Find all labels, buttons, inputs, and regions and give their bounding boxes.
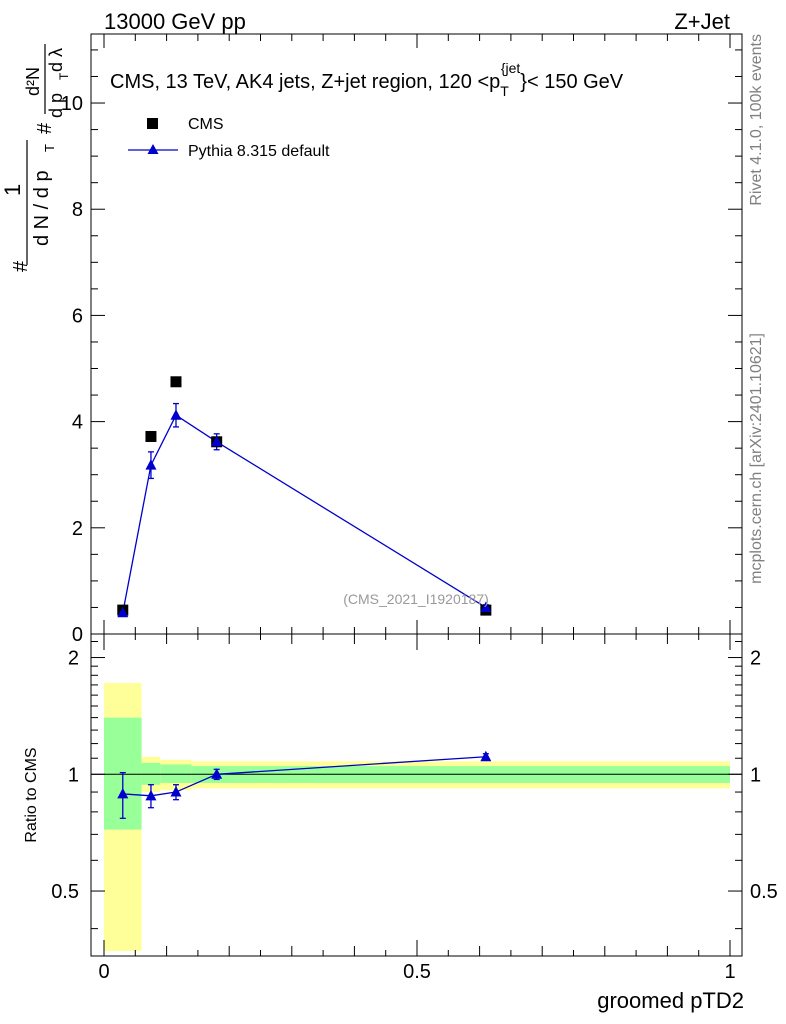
ratio-mc-point xyxy=(145,789,157,801)
ratio-mc-point xyxy=(170,786,182,797)
mc-data-point xyxy=(145,459,157,470)
ratio-ytick-label-left: 0.5 xyxy=(51,881,79,903)
main-ytick-label: 8 xyxy=(72,199,83,221)
ratio-mc-point xyxy=(117,787,129,799)
mc-series-line xyxy=(122,414,487,613)
ylabel-one: 1 xyxy=(0,184,25,196)
title-sub: T xyxy=(500,83,509,99)
title-sup: {jet xyxy=(501,60,521,76)
rivet-label: Rivet 4.1.0, 100k events xyxy=(748,34,765,206)
ratio-band-inner xyxy=(160,764,192,783)
ylabel-dl: d λ xyxy=(46,48,66,72)
watermark: (CMS_2021_I1920187) xyxy=(343,591,489,607)
legend-cms-label: CMS xyxy=(188,116,224,133)
ratio-ytick-label-right: 0.5 xyxy=(750,881,778,903)
ratio-xtick-label: 0.5 xyxy=(403,961,431,983)
main-title: CMS, 13 TeV, AK4 jets, Z+jet region, 120… xyxy=(110,60,624,99)
ratio-xtick-label: 0 xyxy=(98,961,109,983)
ylabel-hash1: # xyxy=(10,260,32,272)
ylabel-dpt: d p xyxy=(46,93,66,118)
ratio-ytick-label-left: 1 xyxy=(68,764,79,786)
legend-cms-marker xyxy=(147,118,158,129)
ylabel-dn-t: T xyxy=(42,144,57,152)
mc-data-point xyxy=(211,435,223,447)
ratio-ylabel: Ratio to CMS xyxy=(23,747,40,842)
header-left: 13000 GeV pp xyxy=(104,9,246,34)
header-right: Z+Jet xyxy=(674,9,730,34)
ratio-mc-point xyxy=(480,750,492,762)
mcplots-label: mcplots.cern.ch [arXiv:2401.10621] xyxy=(748,333,765,584)
ylabel-hash2: # xyxy=(34,122,56,134)
main-ytick-label: 2 xyxy=(72,518,83,540)
ratio-frame xyxy=(90,633,743,957)
ylabel-dn: d N / d p xyxy=(31,170,53,246)
cms-data-point xyxy=(145,430,157,442)
title-main: CMS, 13 TeV, AK4 jets, Z+jet region, 120… xyxy=(110,71,500,93)
main-ytick-label: 6 xyxy=(72,305,83,327)
ylabel-dpt-t: T xyxy=(57,72,71,80)
main-ylabel: # 1 d N / d p T # d²N d p T d λ xyxy=(0,44,71,272)
mc-data-point xyxy=(170,409,182,420)
xlabel: groomed pTD2 xyxy=(597,988,744,1013)
ylabel-d2n: d²N xyxy=(23,67,43,96)
main-ytick-label: 10 xyxy=(61,93,83,115)
mc-data-point xyxy=(117,606,129,618)
main-ytick-label: 0 xyxy=(72,624,83,646)
legend-mc-label: Pythia 8.315 default xyxy=(188,143,330,160)
ratio-ytick-label-left: 2 xyxy=(68,648,79,670)
ratio-mc-point xyxy=(211,768,223,779)
title-close: }< 150 GeV xyxy=(520,71,624,93)
ratio-xtick-label: 1 xyxy=(724,961,735,983)
mc-data-point xyxy=(480,601,492,612)
legend: CMS Pythia 8.315 default xyxy=(128,116,330,160)
ratio-ytick-label-right: 1 xyxy=(750,764,761,786)
main-ytick-label: 4 xyxy=(72,412,83,434)
ratio-ytick-label-right: 2 xyxy=(750,648,761,670)
cms-data-point xyxy=(170,376,182,388)
legend-mc-marker xyxy=(147,144,159,154)
